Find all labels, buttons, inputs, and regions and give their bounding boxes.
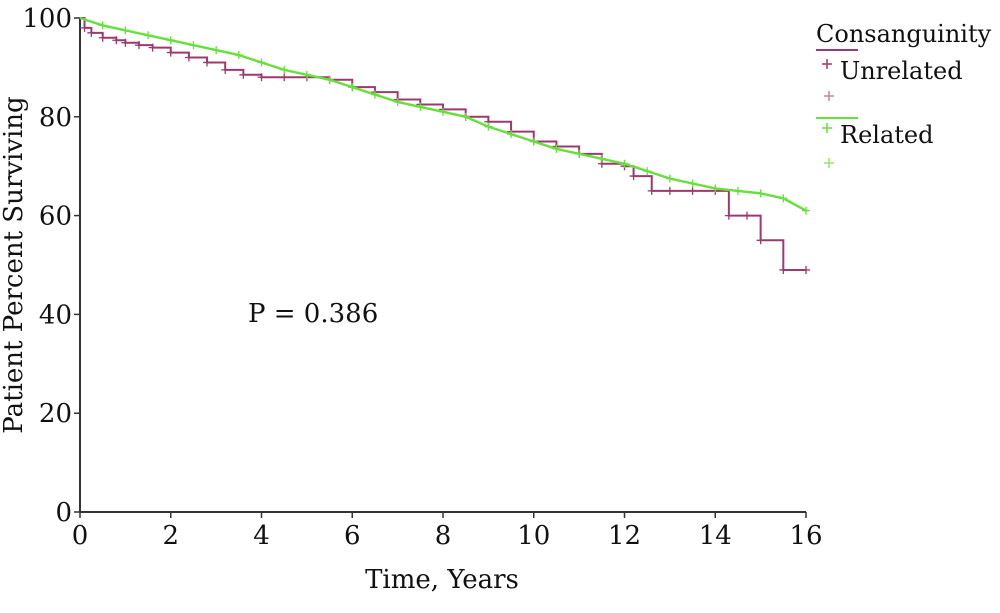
censor-mark-unrelated-8	[166, 48, 175, 57]
legend-censor-extra-related	[824, 158, 834, 168]
x-tick-label-3: 6	[344, 521, 361, 551]
x-axis-label: Time, Years	[365, 565, 519, 595]
x-tick-label-4: 8	[435, 521, 452, 551]
censor-mark-related-22	[575, 149, 584, 158]
y-tick-label-4: 80	[39, 103, 72, 133]
legend-censor-mark-related	[822, 123, 832, 133]
censor-mark-unrelated-3	[98, 33, 107, 42]
censor-mark-unrelated-31	[647, 186, 656, 195]
y-axis-label: Patient Percent Surviving	[0, 96, 29, 433]
x-tick-label-6: 12	[608, 521, 641, 551]
censor-mark-unrelated-2	[87, 28, 96, 37]
y-tick-label-2: 40	[39, 300, 72, 330]
censor-mark-unrelated-33	[688, 186, 697, 195]
x-tick-label-7: 14	[699, 521, 732, 551]
censor-mark-related-14	[393, 97, 402, 106]
p-value-annotation: P = 0.386	[248, 299, 378, 329]
censor-mark-unrelated-14	[280, 73, 289, 82]
censor-mark-related-13	[370, 90, 379, 99]
censor-mark-related-10	[302, 70, 311, 79]
censor-mark-related-1	[98, 21, 107, 30]
censor-mark-related-11	[325, 75, 334, 84]
censor-mark-unrelated-36	[743, 211, 752, 220]
censor-mark-related-31	[779, 194, 788, 203]
censor-mark-related-26	[665, 174, 674, 183]
censor-mark-unrelated-38	[779, 265, 788, 274]
x-tick-label-8: 16	[789, 521, 822, 551]
censor-mark-related-17	[461, 112, 470, 121]
x-tick-label-1: 2	[162, 521, 179, 551]
legend-label-unrelated: Unrelated	[840, 57, 963, 85]
series-layer	[79, 16, 810, 274]
legend-censor-mark-unrelated	[822, 59, 832, 69]
y-tick-label-5: 100	[22, 4, 72, 34]
censor-mark-related-25	[643, 167, 652, 176]
censor-mark-related-3	[144, 31, 153, 40]
legend-label-related: Related	[840, 121, 933, 149]
censor-mark-unrelated-35	[724, 211, 733, 220]
censor-mark-related-23	[597, 154, 606, 163]
censor-mark-related-2	[121, 26, 130, 35]
censor-mark-unrelated-39	[802, 265, 810, 274]
censor-mark-related-20	[529, 137, 538, 146]
x-tick-label-2: 4	[253, 521, 270, 551]
legend: Consanguinity Unrelated Related	[816, 20, 992, 168]
censor-mark-related-19	[507, 130, 516, 139]
y-tick-label-0: 0	[55, 498, 72, 528]
censor-mark-related-29	[733, 186, 742, 195]
axis-ticks: 0 2 4 6 8 10 12 14 16 0 20 40 60 80 100	[22, 4, 822, 551]
censor-mark-related-32	[802, 206, 810, 215]
censor-mark-unrelated-4	[112, 36, 121, 45]
censor-mark-related-27	[688, 179, 697, 188]
censor-mark-related-4	[166, 36, 175, 45]
censor-mark-related-24	[620, 159, 629, 168]
censor-mark-related-9	[280, 65, 289, 74]
censor-mark-related-6	[212, 46, 221, 55]
censor-mark-unrelated-7	[148, 43, 157, 52]
censor-mark-unrelated-9	[184, 53, 193, 62]
censor-mark-related-8	[257, 58, 266, 67]
legend-title: Consanguinity	[816, 20, 992, 48]
censor-mark-unrelated-37	[756, 236, 765, 245]
x-tick-label-0: 0	[72, 521, 89, 551]
censor-mark-unrelated-6	[134, 41, 143, 50]
censor-mark-related-7	[234, 51, 243, 60]
censor-mark-unrelated-13	[257, 73, 266, 82]
censor-mark-unrelated-12	[239, 70, 248, 79]
censor-mark-related-15	[416, 102, 425, 111]
censor-mark-related-5	[189, 41, 198, 50]
y-tick-label-3: 60	[39, 202, 72, 232]
censor-mark-related-16	[439, 107, 447, 116]
censor-mark-related-30	[756, 189, 765, 198]
censor-mark-unrelated-30	[629, 172, 638, 181]
censor-mark-unrelated-5	[121, 38, 130, 47]
censor-mark-related-21	[552, 144, 561, 153]
censor-mark-related-12	[348, 83, 357, 92]
censor-mark-unrelated-11	[221, 65, 230, 74]
legend-censor-extra-unrelated	[824, 91, 834, 101]
censor-mark-unrelated-10	[203, 58, 212, 67]
y-tick-label-1: 20	[39, 399, 72, 429]
censor-mark-related-28	[711, 184, 720, 193]
x-tick-label-5: 10	[517, 521, 550, 551]
censor-mark-unrelated-1	[80, 23, 89, 32]
censor-mark-unrelated-32	[665, 186, 674, 195]
plot-area: 0 2 4 6 8 10 12 14 16 0 20 40 60 80 100	[22, 4, 822, 551]
censor-mark-related-18	[484, 122, 493, 131]
